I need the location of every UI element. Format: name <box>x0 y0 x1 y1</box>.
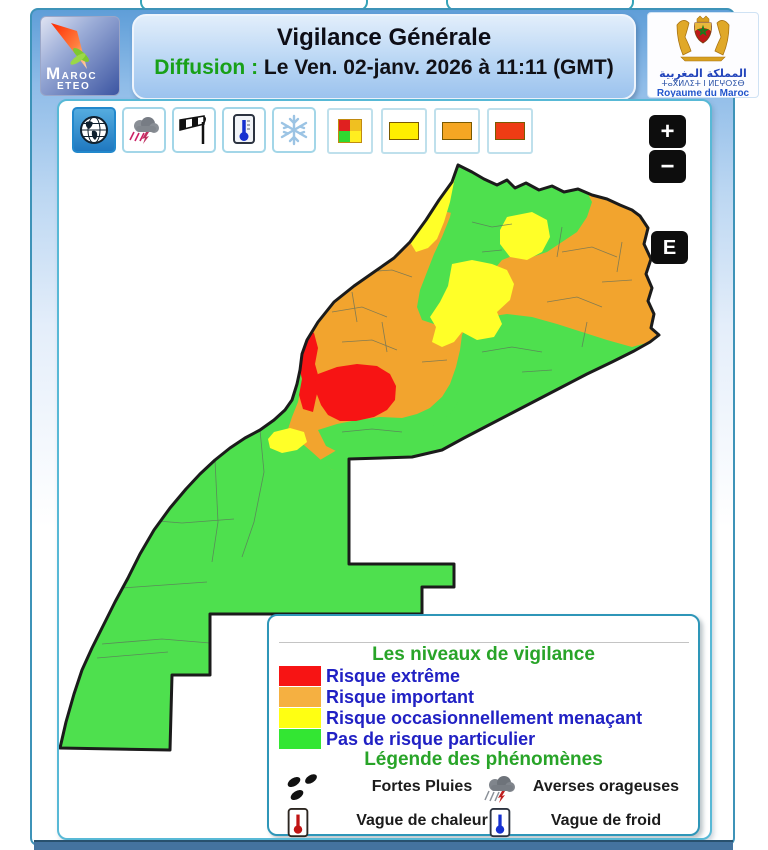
occasional-risk-label: Risque occasionnellement menaçant <box>326 708 643 728</box>
main-frame: MAROC ETEO Vigilance Générale Diffusion … <box>30 8 759 846</box>
diffusion-label: Diffusion : <box>154 56 259 79</box>
tool-multi-level-button[interactable] <box>327 108 373 154</box>
multi-level-swatch <box>338 119 362 143</box>
diffusion-line: Diffusion : Le Ven. 02-janv. 2026 à 11:1… <box>134 56 634 80</box>
map-panel: + − E Les niveaux de vigilance Risque ex… <box>57 99 712 840</box>
page-title: Vigilance Générale <box>276 24 492 51</box>
full-extent-button[interactable]: E <box>651 231 688 264</box>
extreme-risk-label: Risque extrême <box>326 666 461 686</box>
arms-text-tifinagh: ⵜⴰⴳⵍⴷⵉⵜ ⵏ ⵍⵎⵖⵔⵉⴱ <box>661 79 745 88</box>
red-level-swatch <box>495 122 525 140</box>
arms-text-latin: Royaume du Maroc <box>656 88 750 98</box>
orange-level-swatch <box>442 122 472 140</box>
zoom-in-button[interactable]: + <box>649 115 686 148</box>
maroc-meteo-logo: MAROC ETEO <box>40 16 120 96</box>
tool-thermometer-button[interactable] <box>222 107 266 153</box>
thermometer-icon <box>233 114 255 144</box>
tool-storm-rain-button[interactable] <box>122 107 166 153</box>
tool-windsock-button[interactable] <box>172 107 216 153</box>
province-borders <box>61 221 633 659</box>
legend-box: Les niveaux de vigilance Risque extrême … <box>267 614 700 838</box>
vigilance-map[interactable] <box>57 99 712 840</box>
logo-wordmark: MAROC ETEO <box>46 64 98 92</box>
important-risk-label: Risque important <box>326 687 475 707</box>
legend-phenomena-row: Fortes Pluies Averses orageuses <box>269 774 698 804</box>
tool-yellow-level-button[interactable] <box>381 108 427 154</box>
snowflake-icon <box>280 114 308 146</box>
coat-of-arms-icon <box>676 15 730 62</box>
heavy-rain-icon <box>287 774 317 801</box>
yellow-level-swatch <box>389 122 419 140</box>
tool-snowflake-button[interactable] <box>272 107 316 153</box>
thunderstorm-label: Averses orageuses <box>532 778 680 795</box>
heavy-rain-label: Fortes Pluies <box>371 778 473 795</box>
legend-levels-title: Les niveaux de vigilance <box>372 644 595 665</box>
windsock-icon <box>179 115 206 144</box>
globe-icon <box>80 116 108 144</box>
no-risk-swatch <box>279 729 321 749</box>
tool-red-level-button[interactable] <box>487 108 533 154</box>
cold-wave-label: Vague de froid <box>550 812 662 829</box>
arms-text-arabic: المملكة المغربية <box>659 67 747 80</box>
zoom-out-button[interactable]: − <box>649 150 686 183</box>
legend-phenomena-row: Vague de chaleur Vague de froid <box>269 808 698 838</box>
important-risk-swatch <box>279 687 321 707</box>
no-risk-label: Pas de risque particulier <box>326 729 536 749</box>
logo-arrow-icon <box>51 23 89 69</box>
extreme-risk-swatch <box>279 666 321 686</box>
thunderstorm-icon <box>484 776 515 803</box>
legend-separator <box>279 642 689 643</box>
heat-wave-icon <box>287 808 309 838</box>
legend-phenomena-title: Légende des phénomènes <box>364 749 603 770</box>
bottom-bar <box>34 840 733 850</box>
diffusion-datetime: Le Ven. 02-janv. 2026 à 11:11 (GMT) <box>258 56 614 79</box>
occasional-risk-swatch <box>279 708 321 728</box>
tool-orange-level-button[interactable] <box>434 108 480 154</box>
header-title-panel: Vigilance Générale Diffusion : Le Ven. 0… <box>132 14 636 100</box>
heat-wave-label: Vague de chaleur <box>356 812 488 829</box>
tool-globe-button[interactable] <box>72 107 116 153</box>
royaume-du-maroc-emblem: المملكة المغربية ⵜⴰⴳⵍⴷⵉⵜ ⵏ ⵍⵎⵖⵔⵉⴱ Royaum… <box>647 12 759 98</box>
cold-wave-icon <box>489 808 511 838</box>
storm-rain-icon <box>129 117 159 144</box>
